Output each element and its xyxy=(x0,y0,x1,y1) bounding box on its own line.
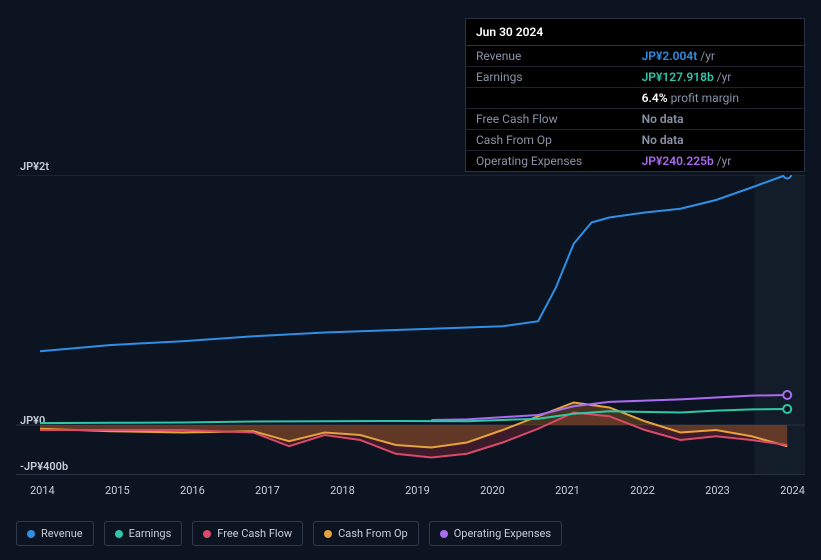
legend-label: Free Cash Flow xyxy=(217,527,292,540)
chart-plot[interactable] xyxy=(16,175,805,475)
tooltip-row-label: Free Cash Flow xyxy=(466,109,632,130)
legend-label: Operating Expenses xyxy=(454,527,551,540)
tooltip-row-value: JP¥2.004t /yr xyxy=(632,46,804,67)
yaxis-label-top: JP¥2t xyxy=(20,160,49,173)
xaxis-tick: 2020 xyxy=(480,484,505,497)
xaxis-tick: 2022 xyxy=(630,484,655,497)
xaxis-tick: 2017 xyxy=(255,484,280,497)
legend-item[interactable]: Earnings xyxy=(104,521,183,546)
xaxis-tick: 2024 xyxy=(780,484,805,497)
tooltip-row-value: JP¥240.225b /yr xyxy=(632,151,804,172)
legend-item[interactable]: Free Cash Flow xyxy=(192,521,303,546)
legend-dot xyxy=(203,530,211,538)
tooltip-row-label: Operating Expenses xyxy=(466,151,632,172)
xaxis-tick: 2019 xyxy=(405,484,430,497)
tooltip-row-value: No data xyxy=(632,130,804,151)
tooltip-row-value: No data xyxy=(632,109,804,130)
tooltip-row-label: Earnings xyxy=(466,67,632,88)
legend-dot xyxy=(115,530,123,538)
legend-dot xyxy=(324,530,332,538)
legend-label: Earnings xyxy=(129,527,172,540)
xaxis-tick: 2014 xyxy=(30,484,55,497)
tooltip-row-value: JP¥127.918b /yr xyxy=(632,67,804,88)
tooltip-date: Jun 30 2024 xyxy=(466,19,804,46)
legend-dot xyxy=(27,530,35,538)
legend-item[interactable]: Operating Expenses xyxy=(429,521,562,546)
tooltip-row-label: Cash From Op xyxy=(466,130,632,151)
tooltip-panel: Jun 30 2024 RevenueJP¥2.004t /yrEarnings… xyxy=(465,18,805,172)
legend-item[interactable]: Revenue xyxy=(16,521,94,546)
tooltip-row-label: Revenue xyxy=(466,46,632,67)
xaxis-tick: 2015 xyxy=(105,484,130,497)
legend-item[interactable]: Cash From Op xyxy=(313,521,419,546)
legend: Revenue Earnings Free Cash Flow Cash From O… xyxy=(16,521,562,546)
xaxis-tick: 2018 xyxy=(330,484,355,497)
xaxis-tick: 2023 xyxy=(705,484,730,497)
xaxis-tick: 2016 xyxy=(180,484,205,497)
tooltip-table: RevenueJP¥2.004t /yrEarningsJP¥127.918b … xyxy=(466,46,804,171)
legend-dot xyxy=(440,530,448,538)
tooltip-row-value: 6.4% profit margin xyxy=(632,88,804,109)
legend-label: Revenue xyxy=(41,527,83,540)
xaxis-tick: 2021 xyxy=(555,484,580,497)
xaxis: 2014 2015 2016 2017 2018 2019 2020 2021 2022 2023… xyxy=(30,484,805,497)
tooltip-row-label xyxy=(466,88,632,109)
legend-label: Cash From Op xyxy=(338,527,408,540)
